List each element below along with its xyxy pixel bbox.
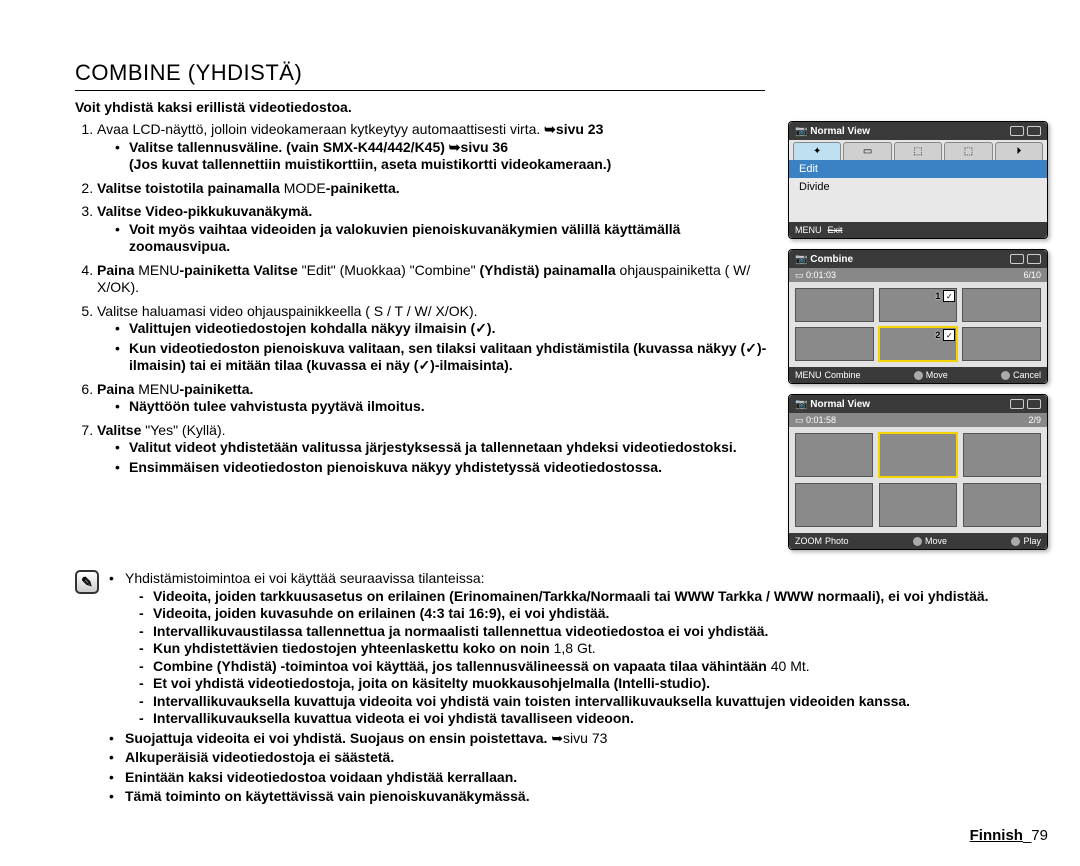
step-6: Paina MENU-painiketta. Näyttöön tulee va…	[97, 381, 780, 416]
menu-divide: Divide	[789, 178, 1047, 196]
thumbnail	[963, 483, 1041, 527]
thumbnail	[795, 433, 873, 477]
note-1-d5: Combine (Yhdistä) -toimintoa voi käyttää…	[139, 658, 989, 676]
note-1-d2: Videoita, joiden kuvasuhde on erilainen …	[139, 605, 989, 623]
page-title: COMBINE (YHDISTÄ)	[75, 60, 765, 91]
step-7-sub-2: Ensimmäisen videotiedoston pienoiskuva n…	[115, 459, 780, 477]
note-icon: ✎	[75, 570, 99, 594]
note-1-d6: Et voi yhdistä videotiedostoja, joita on…	[139, 675, 989, 693]
step-5-sub-1: Valittujen videotiedostojen kohdalla näk…	[115, 320, 780, 338]
intro-text: Voit yhdistä kaksi erillistä videotiedos…	[75, 99, 1060, 115]
note-1-d1: Videoita, joiden tarkkuusasetus on erila…	[139, 588, 989, 606]
step-3-sub: Voit myös vaihtaa videoiden ja valokuvie…	[115, 221, 780, 256]
thumbnail	[962, 288, 1041, 322]
note-1: Yhdistämistoimintoa ei voi käyttää seura…	[109, 570, 989, 728]
step-5: Valitse haluamasi video ohjauspainikkeel…	[97, 303, 780, 375]
note-3: Alkuperäisiä videotiedostoja ei säästetä…	[109, 749, 989, 767]
note-5: Tämä toiminto on käytettävissä vain pien…	[109, 788, 989, 806]
lcd-screen-2: 📷 Combine ▭ 0:01:03 6/10 ✓1 ✓2 MENU Comb…	[788, 249, 1048, 384]
thumbnail	[879, 483, 957, 527]
thumbnail	[963, 433, 1041, 477]
lcd-screen-3: 📷 Normal View ▭ 0:01:58 2/9 ZOOM Photo M…	[788, 394, 1048, 550]
lcd-column: 📷 Normal View ✦ ▭ ⬚ ⬚ ⏵ Edit Divide MENU…	[788, 121, 1058, 560]
tab-icon: ⬚	[894, 142, 942, 160]
tab-icon: ⬚	[944, 142, 992, 160]
thumbnail	[962, 327, 1041, 361]
note-2: Suojattuja videoita ei voi yhdistä. Suoj…	[109, 730, 989, 748]
step-1-sub: Valitse tallennusväline. (vain SMX-K44/4…	[115, 139, 780, 174]
note-1-d7: Intervallikuvauksella kuvattuja videoita…	[139, 693, 989, 711]
thumbnail: ✓1	[879, 288, 958, 322]
step-4: Paina MENU-painiketta Valitse "Edit" (Mu…	[97, 262, 780, 297]
thumbnail-selected	[879, 433, 957, 477]
steps-list: Avaa LCD-näyttö, jolloin videokameraan k…	[75, 121, 780, 476]
step-2: Valitse toistotila painamalla MODE-paini…	[97, 180, 780, 198]
note-4: Enintään kaksi videotiedostoa voidaan yh…	[109, 769, 989, 787]
page-footer: Finnish_79	[970, 827, 1048, 844]
thumbnail-selected: ✓2	[879, 327, 958, 361]
tab-icon: ✦	[793, 142, 841, 160]
step-5-sub-2: Kun videotiedoston pienoiskuva valitaan,…	[115, 340, 780, 375]
note-1-d8: Intervallikuvauksella kuvattua videota e…	[139, 710, 989, 728]
step-7: Valitse "Yes" (Kyllä). Valitut videot yh…	[97, 422, 780, 477]
note-1-d4: Kun yhdistettävien tiedostojen yhteenlas…	[139, 640, 989, 658]
tab-icon: ⏵	[995, 142, 1043, 160]
note-1-d3: Intervallikuvaustilassa tallennettua ja …	[139, 623, 989, 641]
thumbnail	[795, 483, 873, 527]
step-6-sub: Näyttöön tulee vahvistusta pyytävä ilmoi…	[115, 398, 780, 416]
instruction-column: Avaa LCD-näyttö, jolloin videokameraan k…	[75, 121, 780, 560]
tab-icon: ▭	[843, 142, 891, 160]
thumbnail	[795, 327, 874, 361]
thumbnail	[795, 288, 874, 322]
note-section: ✎ Yhdistämistoimintoa ei voi käyttää seu…	[75, 570, 1060, 808]
step-7-sub-1: Valitut videot yhdistetään valitussa jär…	[115, 439, 780, 457]
menu-edit: Edit	[789, 160, 1047, 178]
step-3: Valitse Video-pikkukuvanäkymä. Voit myös…	[97, 203, 780, 256]
lcd-screen-1: 📷 Normal View ✦ ▭ ⬚ ⬚ ⏵ Edit Divide MENU…	[788, 121, 1048, 239]
step-1: Avaa LCD-näyttö, jolloin videokameraan k…	[97, 121, 780, 174]
